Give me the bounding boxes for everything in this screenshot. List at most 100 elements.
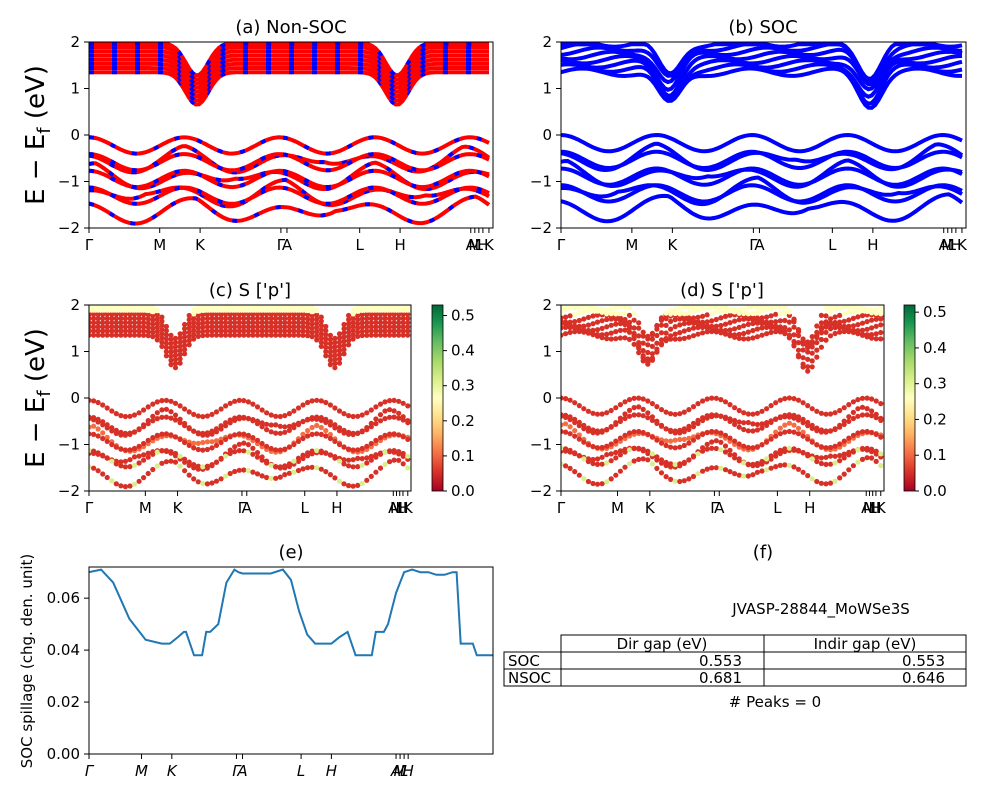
projection-point [305,333,311,339]
projection-point [387,328,393,334]
projection-point [795,431,802,437]
projection-point [109,441,115,448]
projection-point [631,317,637,323]
ytick-label: 2 [542,296,552,314]
projection-point [95,468,101,474]
projection-point [391,311,397,317]
projection-point [355,325,361,331]
projection-point [585,442,592,448]
projection-point [382,315,388,322]
projection-point [350,430,356,436]
projection-point [373,320,379,326]
projection-point [718,305,724,310]
projection-point [364,427,370,433]
projection-point [305,465,311,471]
projection-point [764,467,770,473]
projection-point [668,476,674,482]
ytick-label: 0.00 [47,745,80,763]
projection-point [264,320,270,326]
projection-point [254,404,261,410]
projection-point [878,401,884,407]
projection-point [695,434,701,440]
projection-point [864,326,870,332]
projection-point [795,447,802,453]
projection-point [387,459,393,465]
projection-point [163,344,169,350]
projection-point [277,474,283,480]
projection-point [200,464,206,470]
projection-point [382,305,388,310]
projection-point [168,449,174,455]
projection-point [563,396,569,402]
projection-point [576,317,582,324]
projection-point [341,342,347,348]
projection-point [309,305,315,311]
projection-point [364,324,370,330]
projection-point [141,311,147,317]
xtick-label: Γ [557,236,566,254]
projection-point [104,324,110,330]
projection-point [617,468,624,474]
projection-point [850,315,857,321]
projection-point [122,315,128,322]
projection-point [318,343,324,349]
projection-point [594,312,601,318]
projection-point [89,447,92,454]
projection-point [168,458,174,464]
projection-point [141,452,147,458]
projection-point [777,310,783,316]
projection-point [768,403,774,409]
projection-point [841,438,847,444]
projection-point [668,444,674,450]
projection-point [223,332,229,338]
projection-point [645,431,651,437]
projection-point [681,436,687,442]
ytick-label: 0.02 [47,693,80,711]
ytick-label: −2 [58,482,80,500]
xtick-label: L [475,236,484,254]
projection-point [145,450,151,456]
projection-point [91,465,97,471]
xtick-label: A [388,499,399,517]
projection-point [581,327,587,333]
material-name: JVASP-28844_MoWSe3S [731,600,910,619]
projection-point [95,450,101,456]
xtick-label: A [466,236,477,254]
projection-point [846,317,852,323]
projection-point [594,481,601,487]
projection-point [668,308,674,314]
projection-point [318,327,324,333]
projection-point [613,336,619,342]
projection-point [709,445,715,451]
xtick-label: H [804,499,815,517]
projection-point [572,305,578,310]
projection-point [250,435,256,441]
projection-point [100,430,106,436]
projection-point [191,411,197,417]
projection-point [177,360,183,366]
projection-point [805,349,811,355]
projection-point [878,329,884,336]
projection-point [113,481,119,487]
projection-point [355,447,361,453]
projection-point [273,320,279,326]
projection-point [177,436,183,442]
projection-point [136,320,142,326]
projection-point [327,345,333,351]
projection-point [613,438,619,444]
projection-point [364,305,370,310]
panel-a-ylabel: E − Ef (eV) [21,65,55,205]
projection-point [286,324,292,330]
projection-point [286,305,292,310]
projection-point [100,320,106,326]
projection-point [663,442,669,449]
band-line [561,175,963,207]
projection-point [832,443,838,449]
projection-point [163,448,169,454]
projection-point [841,405,847,411]
projection-point [223,320,229,326]
projection-point [309,334,315,340]
projection-point [223,403,229,409]
projection-point [191,428,197,434]
panel-c-colorbar-ticks: 0.50.40.30.20.10.0 [443,307,475,500]
